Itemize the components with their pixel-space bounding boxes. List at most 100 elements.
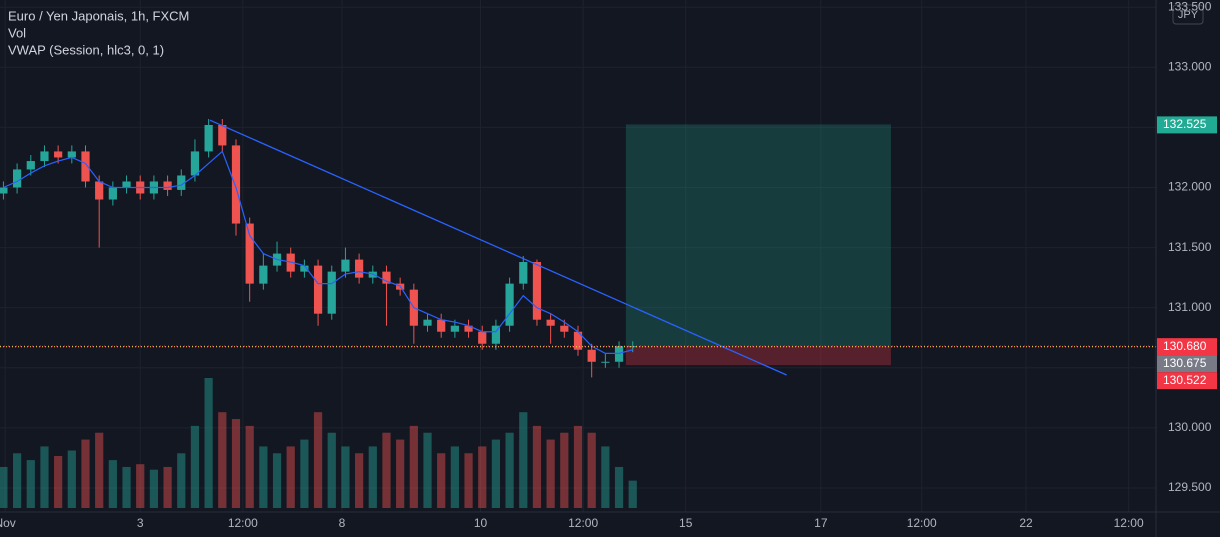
plot-area [0, 0, 1156, 512]
volume-bar [40, 446, 49, 508]
y-tick-label: 130.000 [1168, 420, 1212, 434]
candle-body [478, 331, 487, 344]
y-tick-label: 131.500 [1168, 240, 1212, 254]
volume-bar [355, 453, 364, 508]
price-label: 130.522 [1163, 373, 1207, 387]
y-tick-label: 131.000 [1168, 300, 1212, 314]
volume-bar [204, 378, 213, 508]
volume-bar [108, 460, 117, 508]
volume-bar [81, 439, 90, 508]
candle-body [204, 124, 213, 152]
y-tick-label: 133.500 [1168, 0, 1212, 13]
candle-body [300, 265, 309, 272]
x-tick-label: 3 [137, 516, 144, 530]
volume-bar [368, 446, 377, 508]
volume-bar [163, 466, 172, 508]
candle-body [245, 223, 254, 284]
candle-body [546, 319, 555, 326]
volume-bar [0, 466, 8, 508]
volume-bar [437, 453, 446, 508]
volume-bar [245, 425, 254, 508]
chart-title: Euro / Yen Japonais, 1h, FXCM [8, 8, 189, 23]
candle-body [40, 151, 49, 162]
candle-body [532, 262, 542, 320]
candle-body [505, 283, 514, 326]
volume-bar [272, 453, 282, 508]
volume-bar [587, 432, 596, 508]
candle-body [601, 361, 610, 363]
candle-body [12, 169, 22, 188]
volume-bar [560, 432, 569, 508]
candle-body [81, 151, 90, 182]
volume-bar [601, 446, 610, 508]
trend-line [209, 119, 787, 376]
volume-bar [450, 446, 459, 508]
price-label-bg [1157, 116, 1217, 134]
candle-body [560, 325, 569, 332]
volume-bar [573, 425, 583, 508]
candle-body [437, 319, 446, 332]
candle-body [313, 265, 323, 314]
x-tick-label: 10 [474, 516, 488, 530]
volume-bar [628, 480, 637, 508]
volume-bar [464, 453, 473, 508]
volume-bar [396, 439, 405, 508]
price-label-bg [1157, 355, 1217, 373]
volume-bar [286, 446, 295, 508]
volume-bar [478, 446, 487, 508]
volume-bar [300, 439, 309, 508]
volume-bar [190, 425, 200, 508]
candle-body [163, 181, 172, 190]
volume-bar [218, 412, 227, 508]
volume-bar [54, 456, 63, 508]
volume-bar [327, 432, 336, 508]
x-tick-label: 12:00 [1114, 516, 1144, 530]
candle-body [614, 346, 624, 362]
legend-entry: VWAP (Session, hlc3, 0, 1) [8, 42, 164, 57]
candle-body [95, 181, 104, 200]
volume-bar [231, 419, 241, 508]
volume-bar [313, 412, 323, 508]
candle-body [341, 259, 350, 272]
price-label: 130.680 [1163, 339, 1207, 353]
volume-bar [491, 439, 501, 508]
price-label-bg [1157, 372, 1217, 390]
candle-body [218, 124, 227, 146]
currency-badge[interactable] [1172, 4, 1204, 25]
candle-body [491, 325, 501, 344]
price-label: 132.525 [1163, 117, 1207, 131]
candle-body [190, 151, 200, 176]
vwap-line [3, 150, 633, 354]
candle-body [108, 187, 117, 200]
volume-bar [136, 464, 145, 508]
volume-bar [519, 412, 528, 508]
candle-body [587, 349, 596, 362]
candle-body [464, 325, 473, 332]
candle-body [423, 319, 432, 326]
candle-body [26, 161, 35, 170]
x-tick-label: 15 [679, 516, 693, 530]
candle-body [0, 187, 8, 194]
volume-bar [409, 425, 418, 508]
candle-body [67, 151, 76, 158]
volume-bar [12, 453, 22, 508]
x-tick-label: 8 [339, 516, 346, 530]
candle-body [177, 175, 186, 190]
volume-bar [122, 466, 131, 508]
volume-bar [149, 469, 159, 508]
x-tick-label: 12:00 [568, 516, 598, 530]
volume-bar [26, 460, 35, 508]
candle-body [54, 151, 63, 158]
volume-bar [259, 446, 268, 508]
x-tick-label: 22 [1019, 516, 1033, 530]
y-tick-label: 133.000 [1168, 59, 1212, 73]
currency-label: JPY [1178, 9, 1199, 21]
volume-bar [341, 446, 350, 508]
profit-zone [625, 124, 891, 347]
volume-bar [177, 453, 186, 508]
volume-bar [546, 439, 555, 508]
volume-bar [67, 450, 76, 508]
x-tick-label: Nov [0, 516, 16, 530]
